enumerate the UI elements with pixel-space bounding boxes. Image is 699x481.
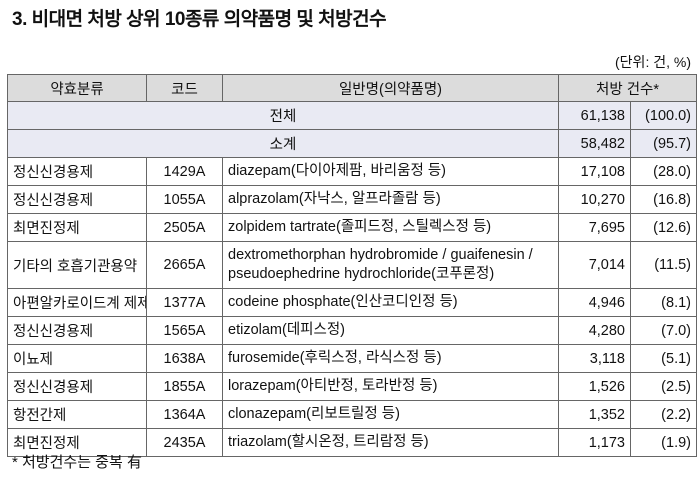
drug-class-cell: 최면진정제: [7, 213, 147, 242]
drug-name-line-2: pseudoephedrine hydrochloride(코푸론정): [228, 266, 495, 282]
subtotal-count: 58,482: [558, 129, 631, 158]
prescription-count-cell: 1,352: [558, 400, 631, 429]
table-row: 정신신경용제 1565A etizolam(데피스정) 4,280 (7.0): [7, 316, 697, 345]
total-pct: (100.0): [630, 101, 697, 130]
page-title: 3. 비대면 처방 상위 10종류 의약품명 및 처방건수: [12, 9, 387, 30]
prescription-count-cell: 3,118: [558, 344, 631, 373]
drug-class-cell: 정신신경용제: [7, 316, 147, 345]
drug-name-line: lorazepam(아티반정, 토라반정 등): [228, 378, 438, 394]
header-count: 처방 건수*: [558, 74, 697, 102]
prescription-count-cell: 10,270: [558, 185, 631, 214]
prescription-pct-cell: (2.2): [630, 400, 697, 429]
prescription-pct-cell: (1.9): [630, 428, 697, 457]
drug-name-line: diazepam(다이아제팜, 바리움정 등): [228, 163, 447, 179]
prescription-table: 약효분류 코드 일반명(의약품명) 처방 건수* 전체 61,138 (100.…: [7, 74, 697, 457]
drug-code-cell: 2665A: [146, 241, 223, 289]
table-row: 아편알카로이드계 제제 1377A codeine phosphate(인산코디인정…: [7, 288, 697, 317]
drug-code-cell: 1429A: [146, 157, 223, 186]
subtotal-row: 소계 58,482 (95.7): [7, 129, 697, 158]
prescription-pct-cell: (5.1): [630, 344, 697, 373]
header-name: 일반명(의약품명): [222, 74, 559, 102]
drug-name-cell: dextromethorphan hydrobromide / guaifene…: [222, 241, 559, 289]
total-row: 전체 61,138 (100.0): [7, 101, 697, 130]
drug-class-cell: 항전간제: [7, 400, 147, 429]
drug-code-cell: 1364A: [146, 400, 223, 429]
prescription-pct-cell: (2.5): [630, 372, 697, 401]
drug-class-cell: 아편알카로이드계 제제: [7, 288, 147, 317]
prescription-count-cell: 1,526: [558, 372, 631, 401]
drug-class-cell: 정신신경용제: [7, 185, 147, 214]
drug-code-cell: 1855A: [146, 372, 223, 401]
drug-name-line: furosemide(후릭스정, 라식스정 등): [228, 350, 442, 366]
drug-name-line: dextromethorphan hydrobromide / guaifene…: [228, 247, 533, 263]
prescription-pct-cell: (28.0): [630, 157, 697, 186]
drug-name-line: clonazepam(리보트릴정 등): [228, 406, 400, 422]
table-row: 정신신경용제 1855A lorazepam(아티반정, 토라반정 등) 1,526(…: [7, 372, 697, 401]
drug-name-cell: diazepam(다이아제팜, 바리움정 등): [222, 157, 559, 186]
prescription-count-cell: 17,108: [558, 157, 631, 186]
table-row: 정신신경용제 1055A alprazolam(자낙스, 알프라졸람 등) 10,27…: [7, 185, 697, 214]
drug-code-cell: 2505A: [146, 213, 223, 242]
subtotal-label: 소계: [7, 129, 559, 158]
drug-code-cell: 1055A: [146, 185, 223, 214]
drug-code-cell: 1377A: [146, 288, 223, 317]
drug-name-cell: codeine phosphate(인산코디인정 등): [222, 288, 559, 317]
drug-name-cell: alprazolam(자낙스, 알프라졸람 등): [222, 185, 559, 214]
footnote: * 처방건수는 중복 有: [12, 454, 142, 471]
table-row: 기타의 호흡기관용약 2665A dextromethorphan hydrobro…: [7, 241, 697, 289]
table-row: 이뇨제 1638A furosemide(후릭스정, 라식스정 등) 3,118 (5.…: [7, 344, 697, 373]
drug-name-line: etizolam(데피스정): [228, 322, 346, 338]
table-row: 최면진정제 2435A triazolam(할시온정, 트리람정 등) 1,173 (1…: [7, 428, 697, 457]
drug-class-cell: 정신신경용제: [7, 157, 147, 186]
drug-name-cell: etizolam(데피스정): [222, 316, 559, 345]
drug-class-cell: 이뇨제: [7, 344, 147, 373]
drug-name-cell: furosemide(후릭스정, 라식스정 등): [222, 344, 559, 373]
drug-name-line: alprazolam(자낙스, 알프라졸람 등): [228, 191, 441, 207]
prescription-count-cell: 4,280: [558, 316, 631, 345]
prescription-pct-cell: (16.8): [630, 185, 697, 214]
prescription-count-cell: 1,173: [558, 428, 631, 457]
header-class: 약효분류: [7, 74, 147, 102]
table-row: 정신신경용제 1429A diazepam(다이아제팜, 바리움정 등) 17,108…: [7, 157, 697, 186]
drug-class-cell: 기타의 호흡기관용약: [7, 241, 147, 289]
drug-code-cell: 2435A: [146, 428, 223, 457]
drug-name-cell: zolpidem tartrate(졸피드정, 스틸렉스정 등): [222, 213, 559, 242]
drug-name-cell: clonazepam(리보트릴정 등): [222, 400, 559, 429]
table-header-row: 약효분류 코드 일반명(의약품명) 처방 건수*: [7, 74, 697, 102]
total-count: 61,138: [558, 101, 631, 130]
prescription-pct-cell: (11.5): [630, 241, 697, 289]
table-row: 항전간제 1364A clonazepam(리보트릴정 등) 1,352 (2.2): [7, 400, 697, 429]
prescription-count-cell: 4,946: [558, 288, 631, 317]
drug-name-line: zolpidem tartrate(졸피드정, 스틸렉스정 등): [228, 219, 492, 235]
table-row: 최면진정제 2505A zolpidem tartrate(졸피드정, 스틸렉스정 …: [7, 213, 697, 242]
drug-code-cell: 1565A: [146, 316, 223, 345]
drug-class-cell: 정신신경용제: [7, 372, 147, 401]
drug-name-cell: triazolam(할시온정, 트리람정 등): [222, 428, 559, 457]
prescription-pct-cell: (12.6): [630, 213, 697, 242]
drug-name-cell: lorazepam(아티반정, 토라반정 등): [222, 372, 559, 401]
drug-name-line: codeine phosphate(인산코디인정 등): [228, 294, 458, 310]
drug-class-cell: 최면진정제: [7, 428, 147, 457]
total-label: 전체: [7, 101, 559, 130]
prescription-pct-cell: (7.0): [630, 316, 697, 345]
prescription-count-cell: 7,014: [558, 241, 631, 289]
drug-code-cell: 1638A: [146, 344, 223, 373]
subtotal-pct: (95.7): [630, 129, 697, 158]
unit-label: (단위: 건, %): [615, 54, 691, 70]
header-code: 코드: [146, 74, 223, 102]
prescription-count-cell: 7,695: [558, 213, 631, 242]
prescription-pct-cell: (8.1): [630, 288, 697, 317]
drug-name-line: triazolam(할시온정, 트리람정 등): [228, 434, 429, 450]
